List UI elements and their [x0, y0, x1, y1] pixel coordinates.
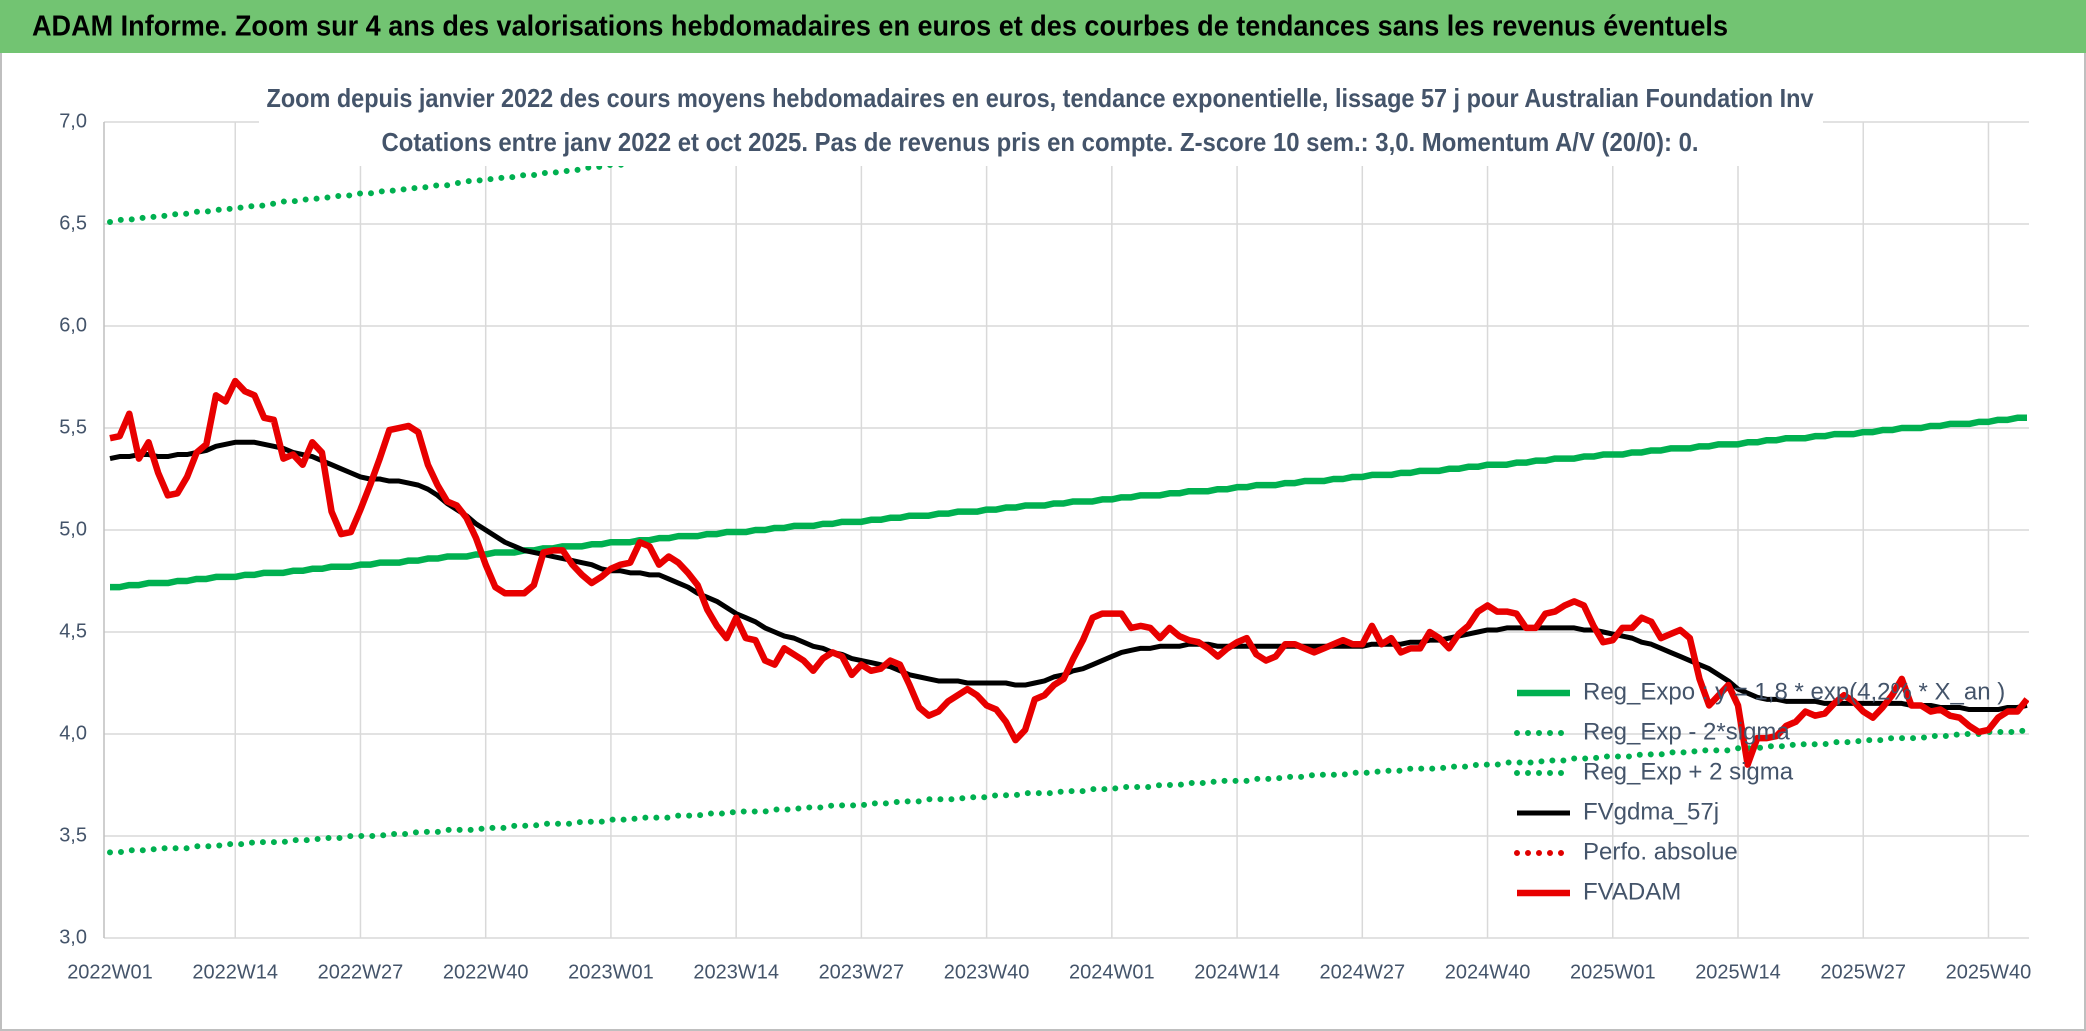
x-tick-label: 2024W01	[1069, 961, 1155, 983]
y-tick-label: 3,0	[59, 926, 87, 948]
series-line	[110, 414, 2027, 591]
plot-area	[107, 122, 2029, 856]
y-tick-label: 6,0	[59, 314, 87, 336]
x-tick-label: 2022W27	[318, 961, 404, 983]
x-tick-label: 2025W27	[1820, 961, 1906, 983]
x-tick-label: 2025W01	[1570, 961, 1656, 983]
x-tick-label: 2022W40	[443, 961, 529, 983]
x-tick-label: 2023W27	[819, 961, 905, 983]
series-line	[109, 377, 2029, 768]
chart-title: Zoom depuis janvier 2022 des cours moyen…	[267, 83, 1814, 113]
legend-label: FVADAM	[1583, 878, 1681, 905]
x-tick-label: 2024W40	[1445, 961, 1531, 983]
banner	[0, 0, 2086, 53]
chart-subtitle: Cotations entre janv 2022 et oct 2025. P…	[382, 127, 1699, 157]
x-tick-label: 2023W40	[944, 961, 1030, 983]
legend: Reg_Expo : y = 1,8 * exp(4,2% * X_an ) Re…	[1514, 678, 2005, 905]
legend-label: Reg_Exp + 2 sigma	[1583, 758, 1794, 785]
legend-label: Reg_Expo : y = 1,8 * exp(4,2% * X_an )	[1583, 678, 2005, 705]
x-tick-label: 2023W01	[568, 961, 654, 983]
y-tick-label: 7,0	[59, 110, 87, 132]
y-tick-label: 3,5	[59, 824, 87, 846]
banner-title: ADAM Informe. Zoom sur 4 ans des valoris…	[32, 11, 1728, 43]
x-tick-label: 2025W14	[1695, 961, 1781, 983]
legend-label: Perfo. absolue	[1583, 838, 1738, 865]
legend-label: Reg_Exp - 2*sigma	[1583, 718, 1790, 745]
x-tick-label: 2025W40	[1946, 961, 2032, 983]
title-box: Zoom depuis janvier 2022 des cours moyen…	[259, 77, 1823, 166]
y-tick-label: 5,5	[59, 416, 87, 438]
x-tick-label: 2024W14	[1194, 961, 1280, 983]
y-tick-label: 5,0	[59, 518, 87, 540]
x-tick-label: 2022W14	[192, 961, 278, 983]
x-tick-label: 2022W01	[67, 961, 153, 983]
y-tick-label: 6,5	[59, 212, 87, 234]
title-background	[259, 77, 1823, 166]
x-tick-label: 2024W27	[1319, 961, 1405, 983]
legend-label: FVgdma_57j	[1583, 798, 1719, 825]
y-tick-label: 4,5	[59, 620, 87, 642]
y-tick-label: 4,0	[59, 722, 87, 744]
series-line	[107, 726, 2029, 856]
x-tick-label: 2023W14	[693, 961, 779, 983]
